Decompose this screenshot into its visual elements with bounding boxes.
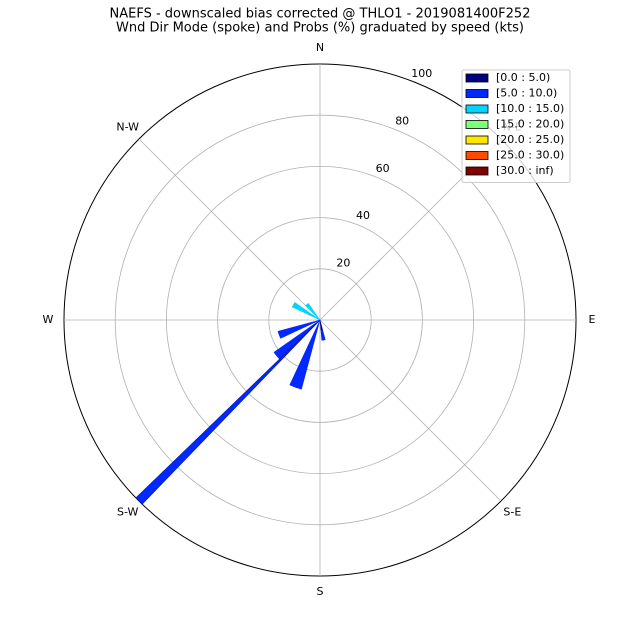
bar-segment [320, 329, 326, 341]
chart-subtitle: Wnd Dir Mode (spoke) and Probs (%) gradu… [116, 21, 524, 36]
direction-label: W [43, 313, 54, 326]
legend-swatch [465, 73, 489, 83]
direction-label: E [589, 313, 596, 326]
legend-label: [5.0 : 10.0) [496, 87, 557, 100]
legend-label: [15.0 : 20.0) [496, 118, 564, 131]
radial-tick-label: 20 [336, 256, 350, 269]
mode-spoke [135, 319, 321, 505]
bar-segment [305, 302, 321, 321]
legend-label: [30.0 : inf) [496, 164, 554, 177]
direction-label: N [316, 41, 324, 54]
chart-title: NAEFS - downscaled bias corrected @ THLO… [110, 7, 531, 22]
legend-label: [10.0 : 15.0) [496, 102, 564, 115]
angular-grid-line [319, 319, 502, 502]
legend-label: [0.0 : 5.0) [496, 71, 550, 84]
angular-grid-line [138, 138, 321, 321]
radial-tick-label: 40 [356, 209, 370, 222]
bar-segment [289, 319, 321, 390]
legend-swatch [465, 89, 489, 98]
direction-label: S [317, 585, 324, 598]
bar-segment [277, 319, 321, 339]
legend-label: [25.0 : 30.0) [496, 149, 564, 162]
legend-label: [20.0 : 25.0) [496, 133, 564, 146]
radial-tick-label: 100 [411, 67, 432, 80]
legend-box [461, 69, 571, 183]
legend-swatch [465, 120, 489, 129]
radial-tick-label: 80 [395, 115, 409, 128]
direction-label: S-W [117, 505, 139, 518]
direction-label: S-E [503, 505, 521, 518]
bar-segment [291, 302, 321, 321]
legend-swatch [465, 166, 489, 176]
legend-swatch [465, 151, 489, 160]
radial-tick-label: 60 [376, 162, 390, 175]
legend-swatch [465, 135, 489, 145]
legend-swatch [465, 104, 489, 114]
direction-label: N-W [116, 121, 139, 134]
